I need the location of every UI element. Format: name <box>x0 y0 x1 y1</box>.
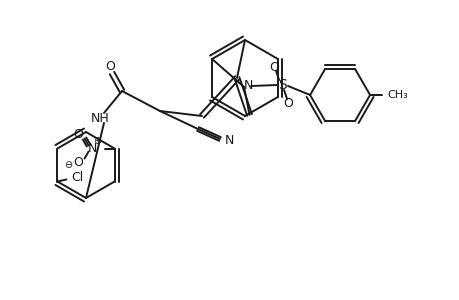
Text: O: O <box>269 61 279 74</box>
Text: N: N <box>243 79 252 92</box>
Text: N: N <box>88 142 97 155</box>
Text: ⊖: ⊖ <box>64 160 73 170</box>
Text: N: N <box>224 134 234 146</box>
Text: O: O <box>73 128 84 141</box>
Text: CH₃: CH₃ <box>386 90 407 100</box>
Text: O: O <box>283 97 292 110</box>
Text: NH: NH <box>90 112 109 124</box>
Text: O: O <box>73 156 84 169</box>
Text: S: S <box>277 78 286 92</box>
Text: Cl: Cl <box>71 171 84 184</box>
Text: ⊕: ⊕ <box>93 136 101 146</box>
Text: O: O <box>105 59 115 73</box>
